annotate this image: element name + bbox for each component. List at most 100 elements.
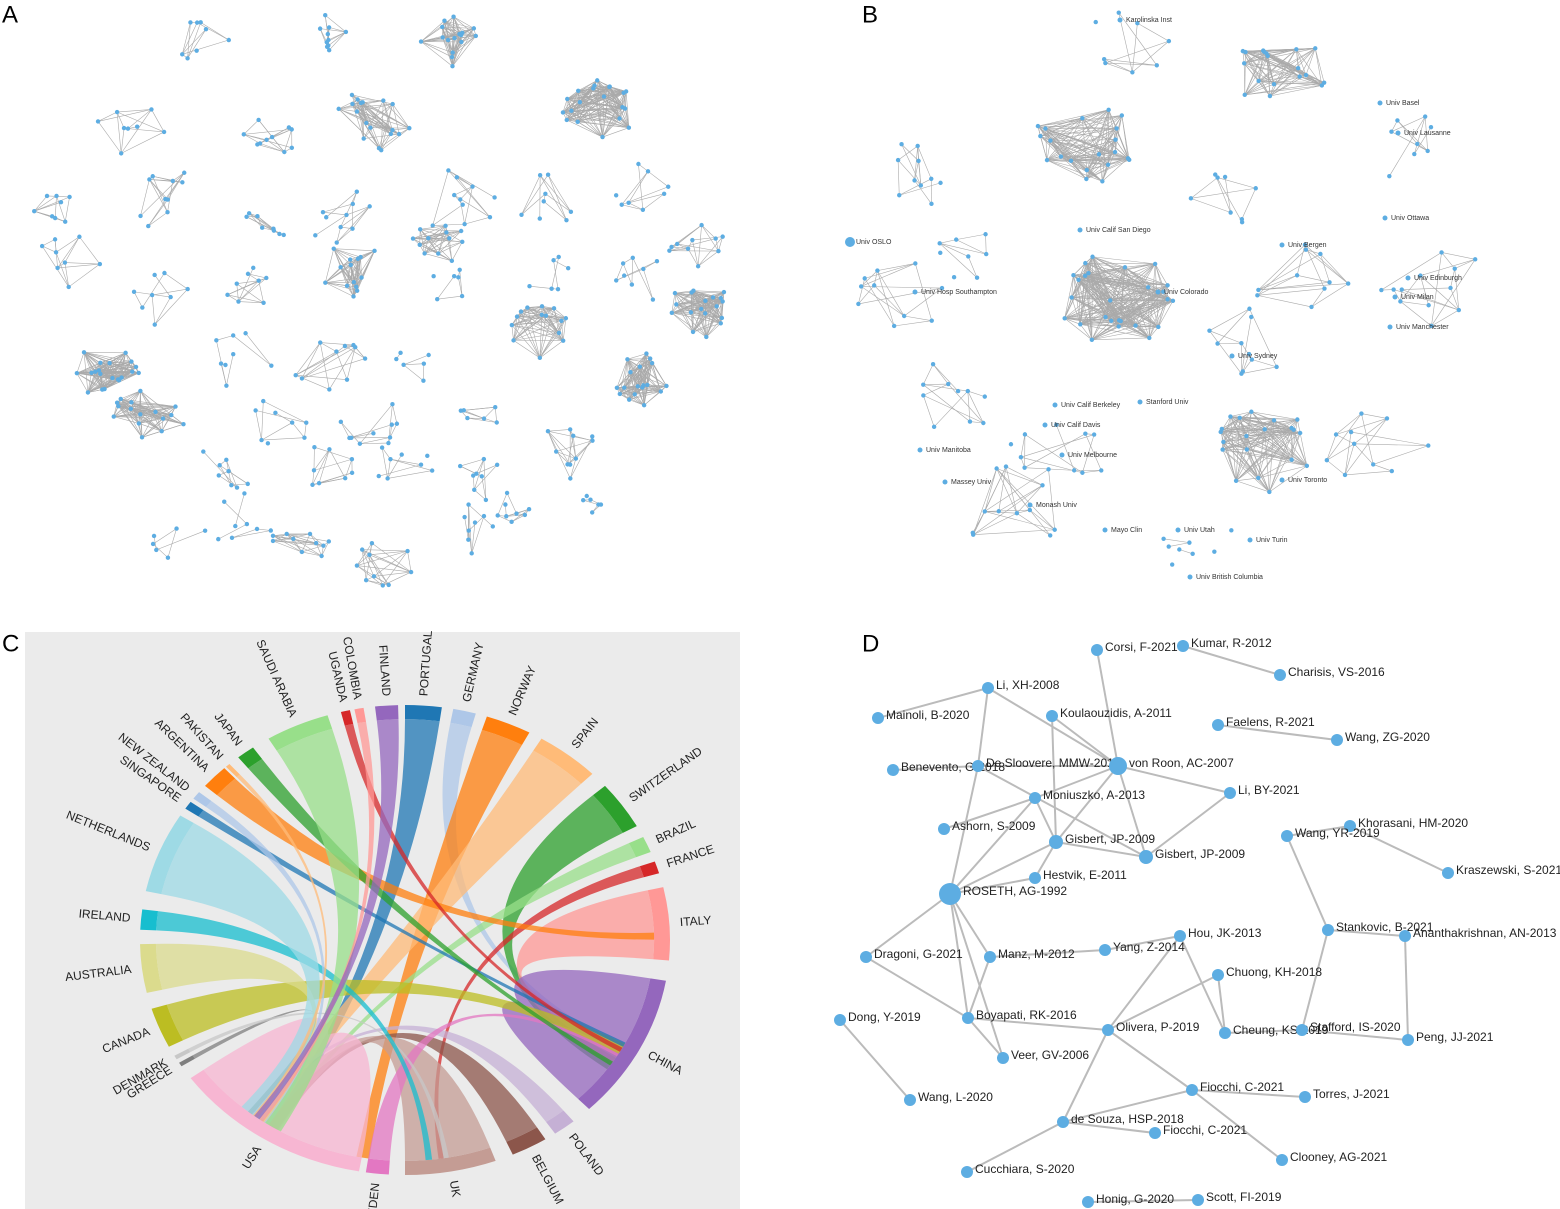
- edge: [1120, 267, 1126, 322]
- edge: [424, 238, 450, 254]
- edge: [349, 259, 362, 278]
- edge: [1335, 418, 1388, 435]
- edge: [1116, 128, 1130, 160]
- edge: [360, 102, 364, 139]
- node-label: Hestvik, E-2011: [1043, 868, 1127, 882]
- node: [942, 479, 948, 485]
- edge: [677, 224, 702, 245]
- edge: [356, 257, 361, 291]
- node: [342, 475, 348, 481]
- edge: [164, 272, 188, 290]
- edge: [619, 393, 645, 406]
- edge: [76, 361, 132, 374]
- edge: [1214, 174, 1231, 213]
- node: [600, 134, 605, 140]
- node: [1256, 78, 1261, 84]
- node: [487, 214, 493, 220]
- node: [1395, 130, 1401, 136]
- edge: [1230, 416, 1292, 460]
- edge: [97, 121, 122, 154]
- edge: [539, 318, 567, 358]
- edge: [1064, 317, 1112, 322]
- node: [1344, 820, 1356, 832]
- node: [981, 420, 986, 426]
- node: [1274, 364, 1279, 370]
- edge: [227, 294, 264, 304]
- edge: [547, 431, 571, 465]
- edge: [366, 579, 383, 586]
- node: [140, 305, 145, 310]
- edge: [541, 308, 555, 316]
- edge: [167, 528, 177, 558]
- edge: [864, 278, 895, 327]
- edge: [256, 528, 271, 531]
- node: [325, 31, 331, 37]
- edge: [511, 317, 566, 326]
- node-label: Stafford, IS-2020: [1310, 1020, 1401, 1034]
- edge: [622, 107, 630, 128]
- edge: [539, 314, 543, 358]
- node: [450, 50, 455, 55]
- edge: [1064, 275, 1074, 319]
- edge: [1060, 156, 1087, 180]
- edge: [1102, 158, 1129, 182]
- edge: [1431, 252, 1442, 327]
- chord-arc: [268, 715, 333, 751]
- node: [720, 299, 725, 304]
- edge: [1235, 429, 1294, 481]
- edge: [1092, 256, 1168, 300]
- edge: [625, 91, 630, 128]
- edge: [1326, 413, 1362, 461]
- edge: [1105, 40, 1169, 64]
- node: [1190, 551, 1195, 557]
- node: [918, 183, 924, 188]
- edge: [602, 92, 624, 138]
- node: [1415, 141, 1420, 147]
- edge: [1082, 118, 1088, 171]
- edge: [939, 243, 978, 278]
- node: [334, 240, 339, 245]
- edge: [324, 15, 329, 35]
- node: [1242, 92, 1247, 98]
- edge: [1269, 465, 1308, 493]
- edge: [1154, 263, 1168, 300]
- node: [418, 462, 424, 467]
- edge: [923, 395, 984, 424]
- edge: [295, 342, 321, 376]
- node: [913, 261, 918, 266]
- node: [1249, 409, 1254, 414]
- node: [1102, 527, 1108, 533]
- edge: [1029, 509, 1055, 530]
- edge: [1441, 252, 1455, 269]
- node: [703, 298, 708, 304]
- node: [629, 282, 635, 287]
- edge: [984, 509, 1030, 512]
- node: [451, 273, 457, 279]
- edge: [1244, 85, 1322, 96]
- node-label: ROSETH, AG-1992: [963, 884, 1067, 898]
- edge: [460, 465, 482, 477]
- node: [216, 536, 221, 542]
- edge: [167, 180, 174, 213]
- edge: [1243, 63, 1259, 82]
- edge: [1391, 116, 1426, 132]
- edge: [984, 466, 1007, 512]
- node-label: Univ Utah: [1184, 527, 1215, 534]
- edge: [464, 516, 469, 540]
- edge: [336, 206, 370, 243]
- edge: [1404, 935, 1409, 1041]
- node-label: Monash Univ: [1036, 502, 1077, 509]
- edge: [1080, 267, 1126, 325]
- node: [251, 265, 256, 271]
- node-label: Univ Calif Davis: [1051, 422, 1101, 429]
- edge: [1242, 48, 1316, 52]
- node: [459, 293, 465, 299]
- edge: [113, 408, 131, 417]
- edge: [41, 245, 69, 288]
- edge: [79, 236, 101, 265]
- node: [664, 383, 669, 389]
- edge: [1073, 275, 1119, 327]
- edge: [131, 402, 162, 432]
- chord-arc: [578, 978, 666, 1110]
- edge: [420, 41, 453, 58]
